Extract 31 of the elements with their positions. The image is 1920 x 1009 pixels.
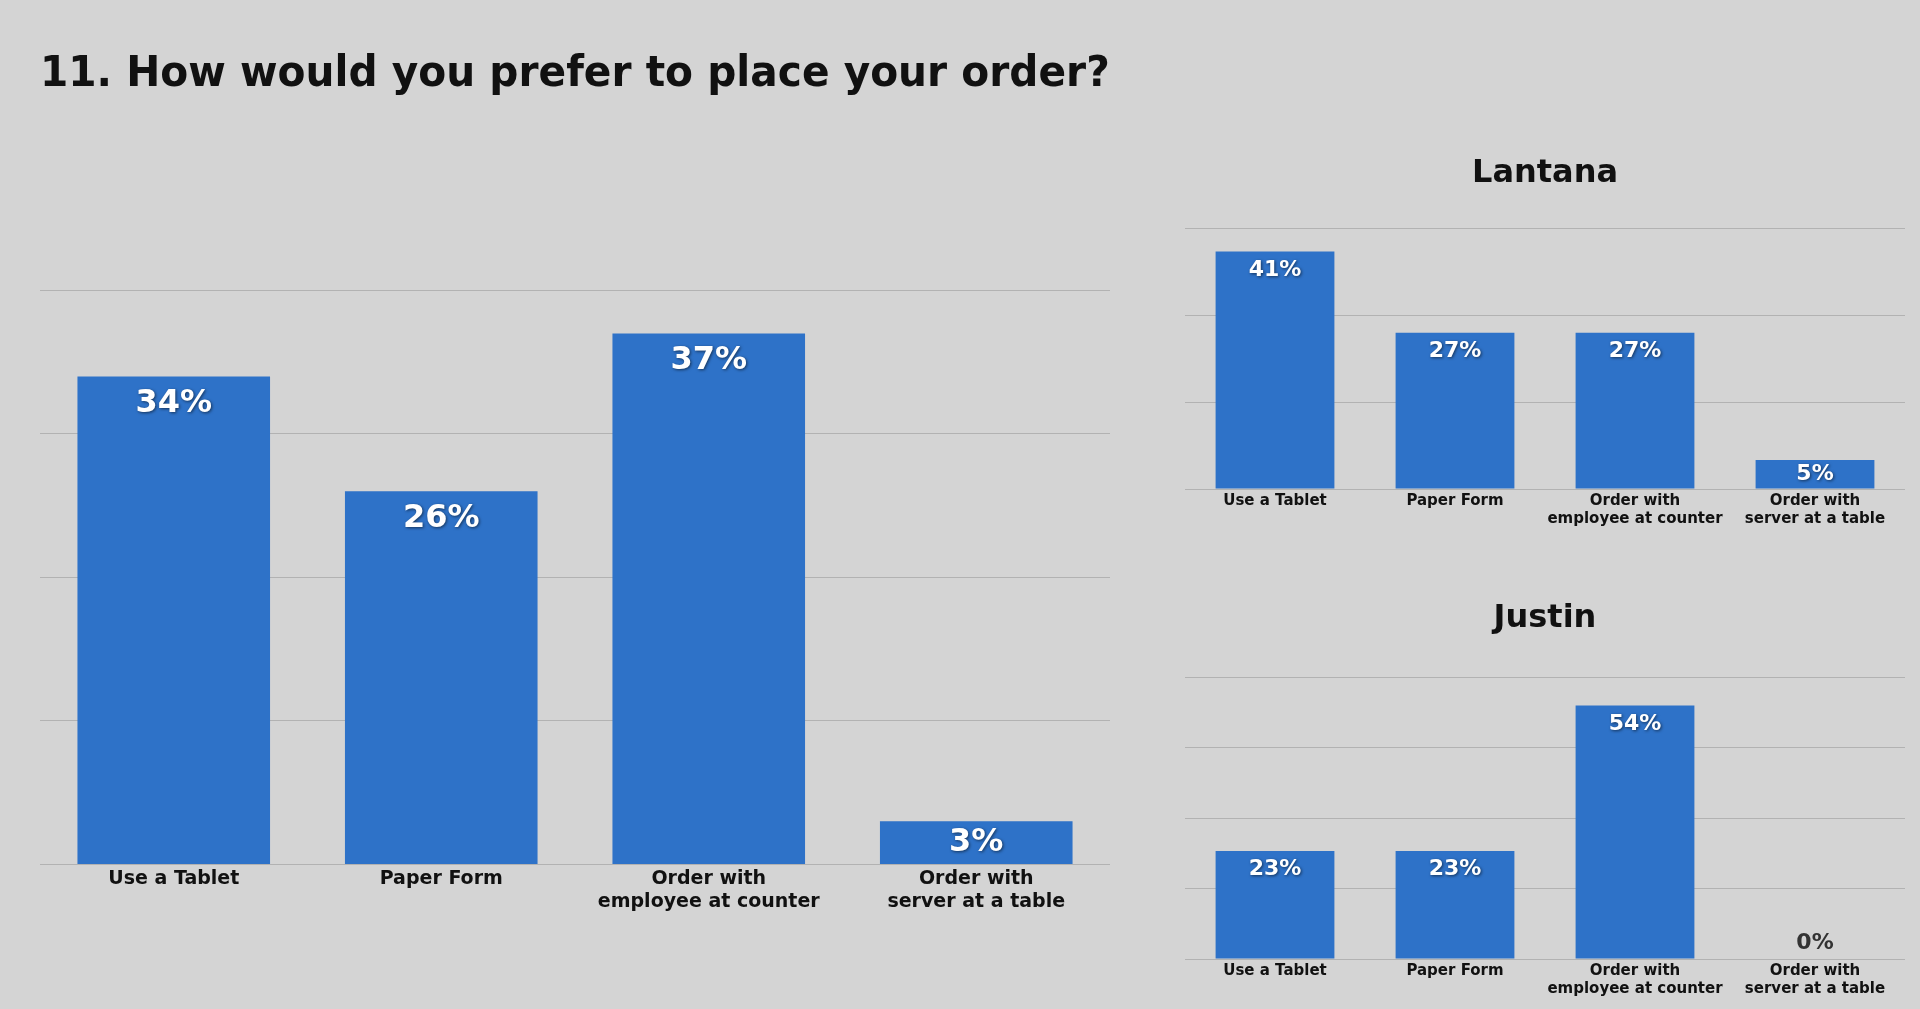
x-tick-label: Order with employee at counter bbox=[1547, 490, 1724, 527]
chart-title: Lantana bbox=[1471, 151, 1619, 190]
bar bbox=[879, 821, 1073, 864]
data-label: 37% bbox=[670, 338, 748, 377]
data-label: 26% bbox=[402, 496, 480, 535]
x-tick-label: Order with employee at counter bbox=[1547, 960, 1724, 997]
data-label: 27% bbox=[1608, 337, 1662, 363]
data-label: 23% bbox=[1428, 855, 1482, 881]
x-tick-label: Use a Tablet bbox=[108, 865, 240, 888]
x-tick-label: Use a Tablet bbox=[1223, 490, 1327, 509]
data-label: 34% bbox=[135, 382, 213, 421]
bar bbox=[77, 376, 271, 864]
x-tick-label: Order with server at a table bbox=[887, 865, 1066, 911]
x-tick-label: Order with employee at counter bbox=[597, 865, 821, 911]
x-tick-label: Paper Form bbox=[379, 865, 503, 888]
bar bbox=[612, 333, 806, 864]
data-label: 54% bbox=[1608, 709, 1662, 735]
chart-title: Justin bbox=[1491, 596, 1597, 635]
data-label: 5% bbox=[1796, 459, 1834, 485]
data-label: 27% bbox=[1428, 337, 1482, 363]
data-label: 3% bbox=[949, 820, 1004, 859]
data-label: 23% bbox=[1248, 855, 1302, 881]
x-tick-label: Order with server at a table bbox=[1744, 960, 1886, 997]
x-tick-label: Paper Form bbox=[1406, 490, 1504, 509]
x-tick-label: Paper Form bbox=[1406, 960, 1504, 979]
chart-title: 11. How would you prefer to place your order? bbox=[40, 47, 1110, 97]
x-tick-label: Use a Tablet bbox=[1223, 960, 1327, 979]
bar bbox=[344, 491, 538, 864]
data-label: 41% bbox=[1248, 255, 1302, 281]
data-label: 0% bbox=[1796, 929, 1834, 955]
x-tick-label: Order with server at a table bbox=[1744, 490, 1886, 527]
